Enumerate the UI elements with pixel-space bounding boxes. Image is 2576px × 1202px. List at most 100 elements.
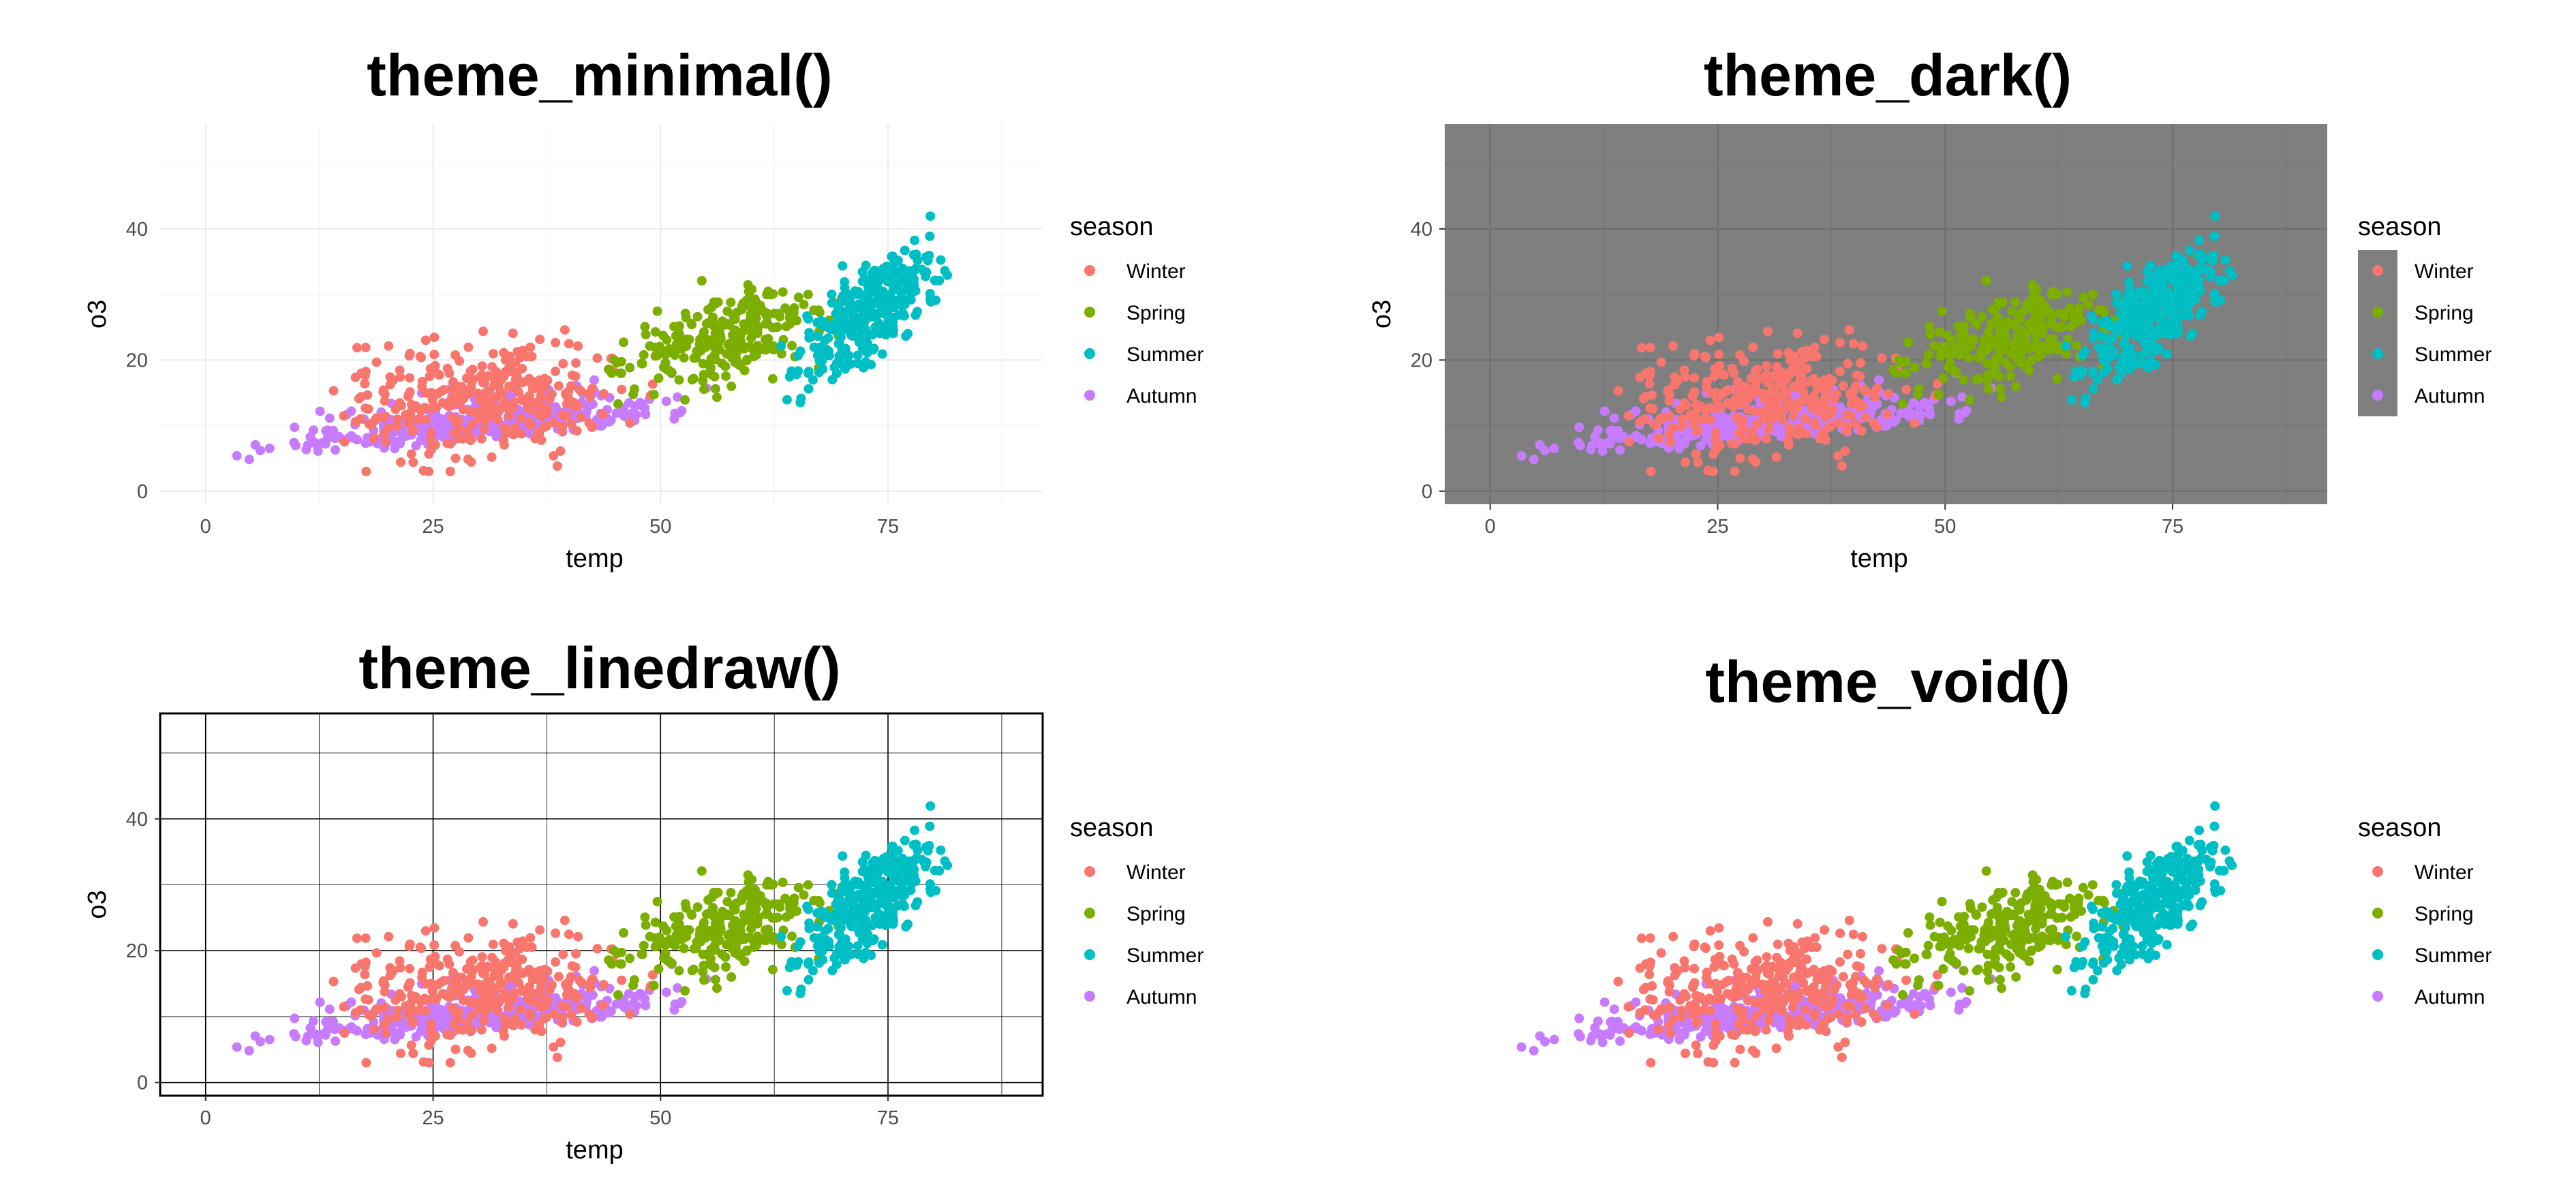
- point-spring: [1901, 959, 1911, 969]
- point-winter: [361, 957, 371, 968]
- point-winter: [587, 974, 598, 984]
- point-summer: [2119, 338, 2129, 348]
- point-winter: [418, 403, 429, 414]
- point-spring: [776, 940, 786, 950]
- legend-label-winter: Winter: [1126, 260, 1186, 283]
- point-summer: [2167, 328, 2177, 338]
- x-tick-label: 75: [877, 516, 899, 538]
- point-winter: [339, 1002, 349, 1012]
- point-autumn: [313, 1037, 323, 1047]
- point-summer: [2145, 260, 2156, 271]
- point-winter: [392, 421, 402, 431]
- point-autumn: [1912, 408, 1922, 418]
- x-tick-label: 50: [649, 516, 671, 538]
- point-spring: [2037, 301, 2047, 311]
- point-autumn: [290, 1013, 300, 1023]
- point-spring: [2031, 333, 2041, 343]
- point-winter: [569, 988, 579, 998]
- point-winter: [491, 392, 502, 403]
- point-spring: [2014, 327, 2024, 337]
- point-winter: [1681, 457, 1690, 467]
- point-spring: [668, 345, 678, 356]
- point-winter: [1843, 949, 1853, 959]
- point-summer: [878, 876, 888, 887]
- point-winter: [1820, 925, 1830, 935]
- point-spring: [2062, 877, 2072, 887]
- point-winter: [1705, 415, 1715, 425]
- legend-title: season: [2358, 213, 2442, 241]
- point-autumn: [1535, 440, 1545, 450]
- point-spring: [616, 959, 626, 969]
- point-autumn: [1590, 432, 1600, 442]
- point-summer: [906, 288, 917, 298]
- point-winter: [1773, 349, 1783, 359]
- point-summer: [840, 934, 850, 944]
- point-spring: [1974, 353, 1984, 363]
- point-winter: [1775, 999, 1785, 1009]
- point-summer: [834, 338, 844, 348]
- point-spring: [793, 882, 803, 893]
- point-winter: [480, 984, 490, 994]
- point-summer: [877, 940, 887, 950]
- point-autumn: [1954, 1005, 1964, 1015]
- point-spring: [649, 390, 659, 400]
- point-summer: [809, 933, 819, 943]
- point-spring: [681, 335, 692, 344]
- point-summer: [2150, 276, 2160, 286]
- x-tick-label: 50: [1934, 516, 1956, 538]
- point-spring: [651, 941, 662, 951]
- point-autumn: [628, 408, 637, 418]
- point-summer: [2136, 303, 2146, 313]
- point-winter: [1859, 384, 1869, 395]
- point-autumn: [1912, 999, 1922, 1009]
- point-spring: [2011, 381, 2021, 391]
- point-summer: [2141, 328, 2151, 338]
- point-winter: [1688, 981, 1698, 990]
- point-winter: [647, 970, 658, 980]
- point-summer: [2097, 331, 2107, 341]
- point-summer: [2088, 314, 2098, 324]
- point-winter: [1802, 345, 1812, 356]
- point-spring: [2037, 915, 2047, 925]
- x-axis-label: temp: [566, 1136, 623, 1165]
- point-spring: [709, 962, 720, 972]
- point-autumn: [628, 999, 637, 1009]
- point-spring: [696, 276, 707, 286]
- point-winter: [392, 1012, 402, 1022]
- point-winter: [1812, 384, 1822, 394]
- point-winter: [1762, 405, 1773, 416]
- point-spring: [1981, 866, 1991, 876]
- point-winter: [1842, 1001, 1852, 1011]
- point-winter: [1676, 421, 1687, 431]
- point-spring: [707, 303, 717, 312]
- point-autumn: [1601, 1029, 1612, 1039]
- point-spring: [1901, 368, 1911, 378]
- point-spring: [2048, 924, 2058, 934]
- point-winter: [1734, 429, 1744, 438]
- point-autumn: [1631, 1022, 1641, 1032]
- point-spring: [650, 327, 660, 337]
- point-winter: [1824, 974, 1834, 984]
- point-summer: [2121, 352, 2131, 362]
- point-autumn: [1601, 438, 1612, 448]
- point-autumn: [1957, 983, 1967, 993]
- point-winter: [1743, 985, 1753, 994]
- point-summer: [823, 350, 832, 360]
- point-summer: [2077, 350, 2087, 360]
- point-winter: [1703, 1057, 1713, 1067]
- point-spring: [763, 924, 773, 934]
- point-winter: [1677, 414, 1687, 425]
- point-autumn: [1696, 1032, 1706, 1042]
- point-spring: [722, 349, 732, 359]
- point-winter: [1800, 1004, 1810, 1015]
- point-winter: [1883, 980, 1893, 989]
- point-autumn: [324, 1004, 335, 1015]
- point-winter: [1703, 995, 1713, 1004]
- y-tick-label: 40: [126, 809, 148, 831]
- point-spring: [799, 299, 809, 309]
- point-winter: [1851, 419, 1861, 429]
- point-spring: [674, 966, 684, 976]
- point-winter: [405, 348, 415, 358]
- point-winter: [1826, 421, 1836, 431]
- point-winter: [403, 418, 413, 429]
